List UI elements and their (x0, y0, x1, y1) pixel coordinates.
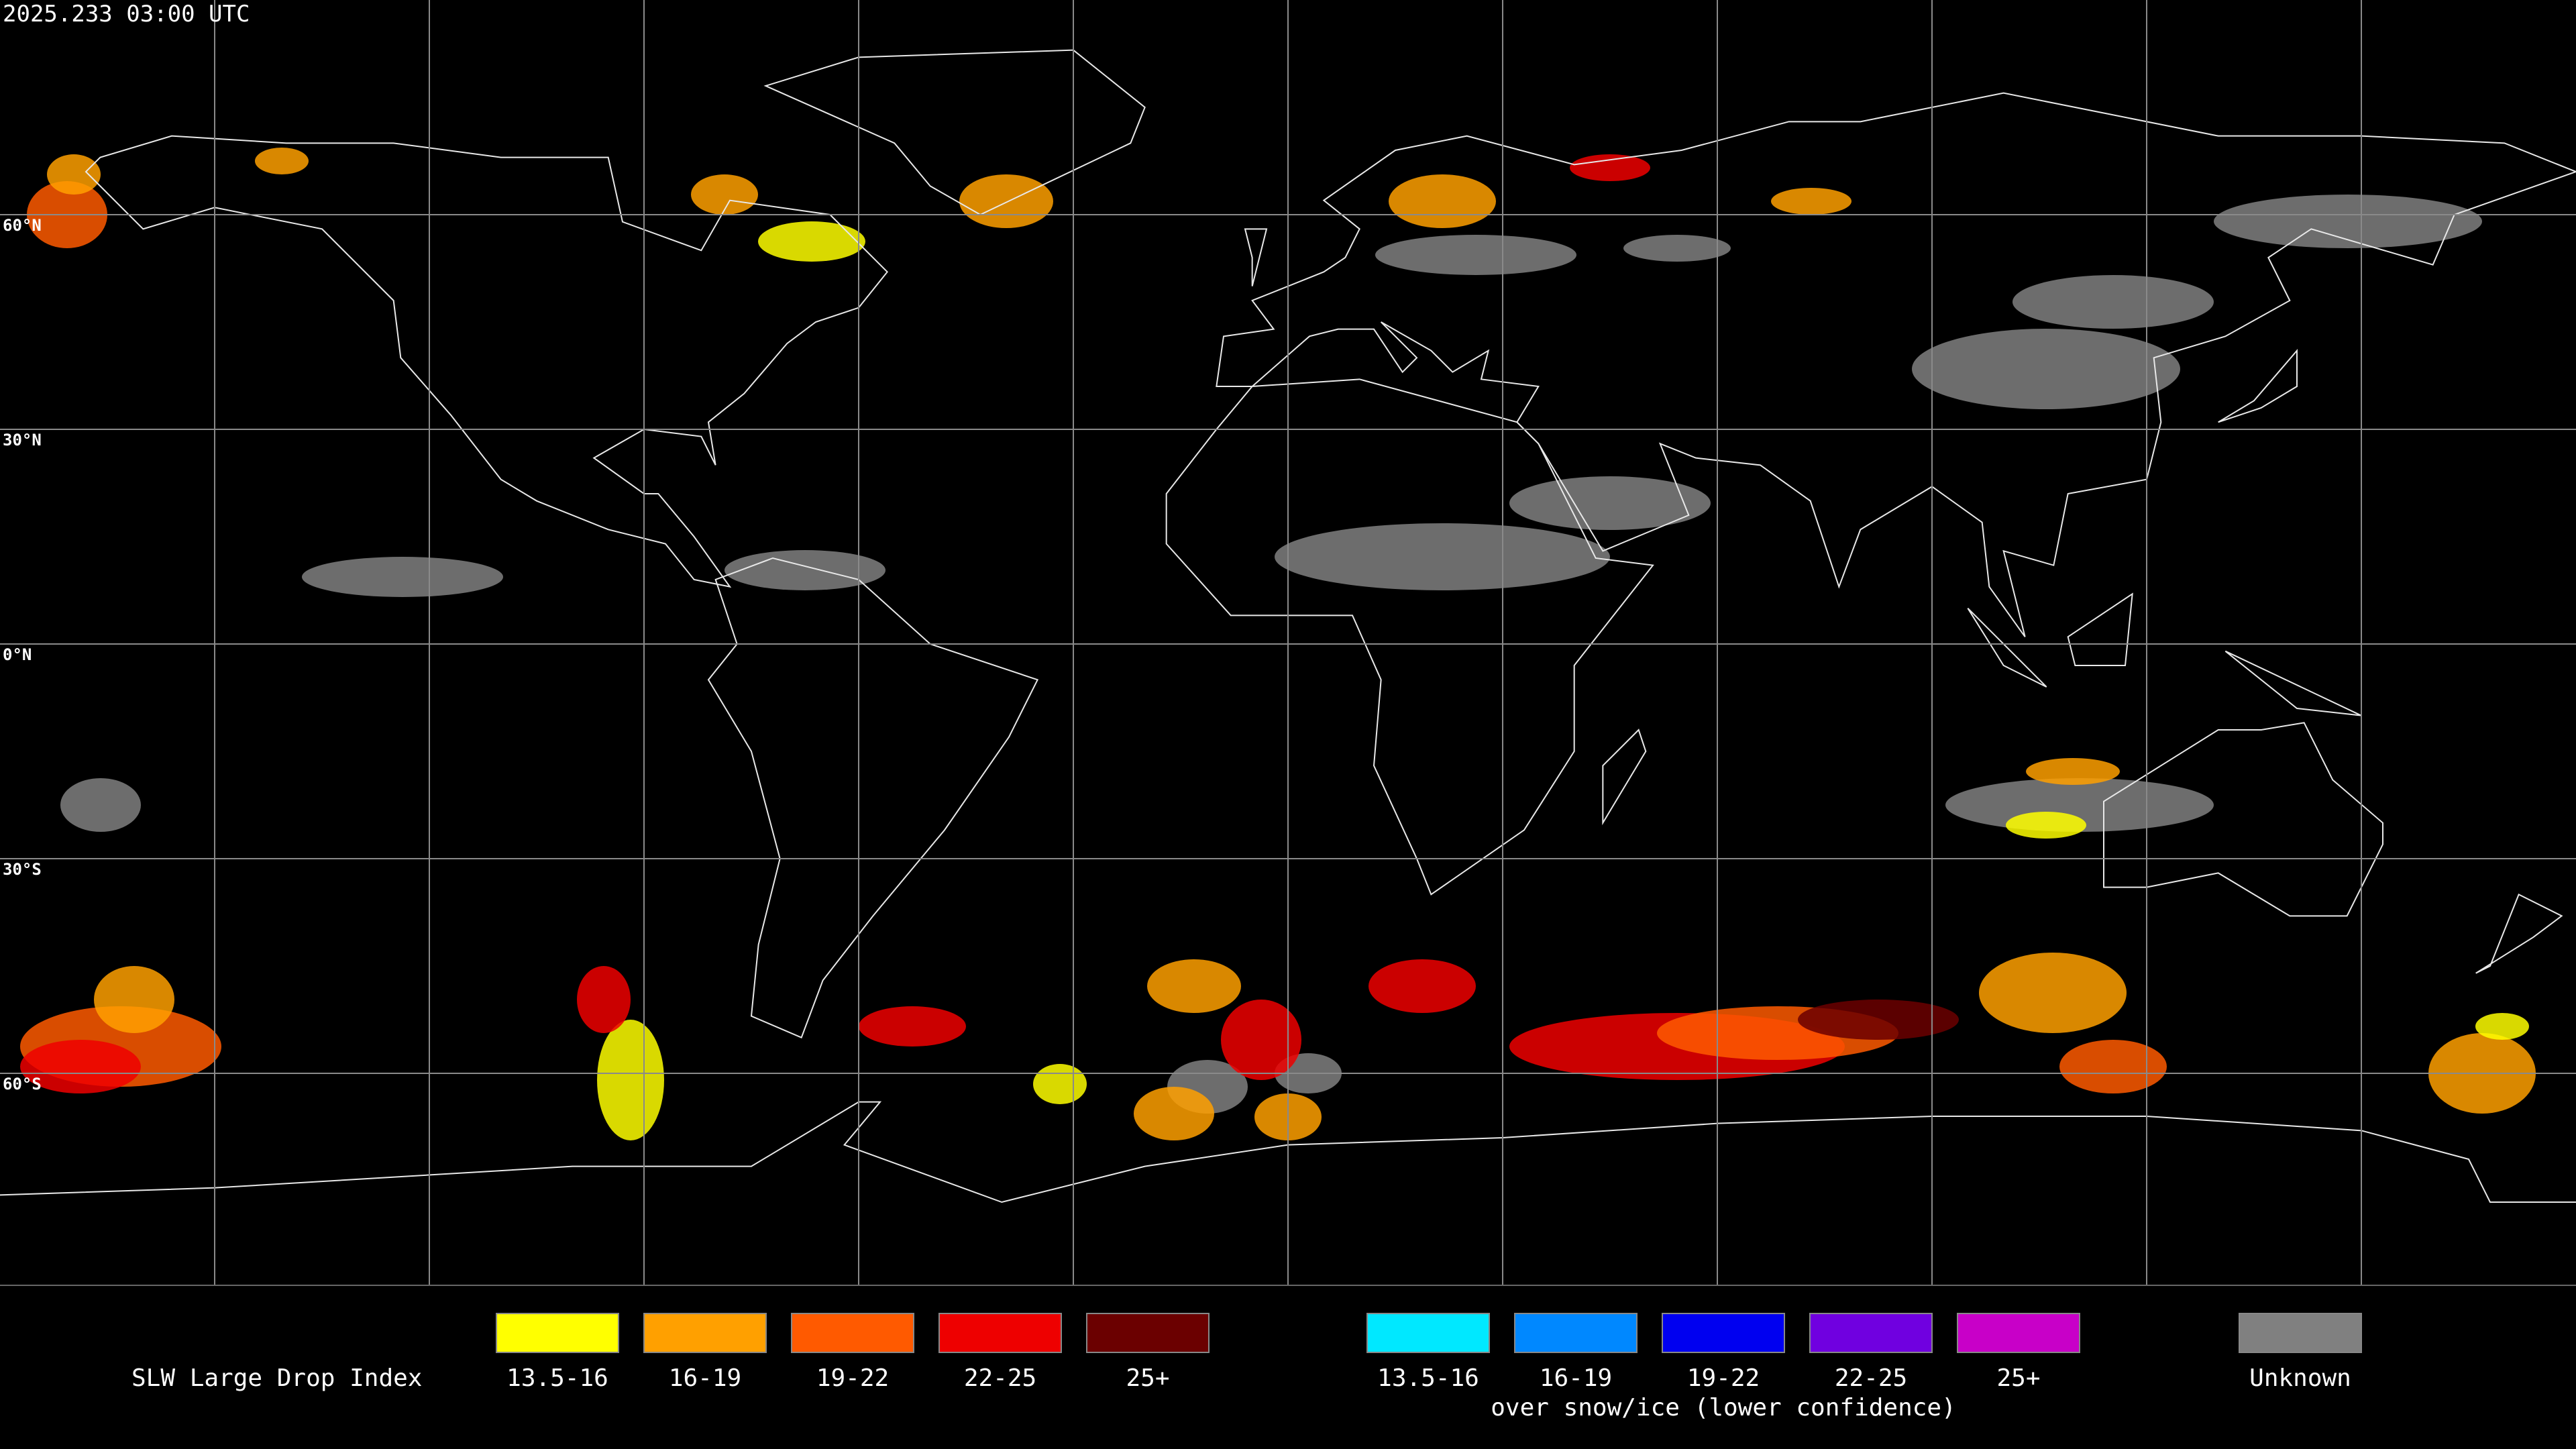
legend-swatch (1366, 1313, 1490, 1353)
legend-label: Unknown (2249, 1364, 2351, 1392)
legend-label: 19-22 (816, 1364, 889, 1392)
legend-label: 22-25 (1835, 1364, 1907, 1392)
graticule (0, 0, 2576, 1286)
legend-swatch (1514, 1313, 1638, 1353)
legend-swatch (1662, 1313, 1785, 1353)
legend-label: 13.5-16 (506, 1364, 608, 1392)
legend-label: 25+ (1996, 1364, 2040, 1392)
legend-label: 13.5-16 (1377, 1364, 1479, 1392)
latitude-label: 60°N (3, 216, 42, 235)
legend-swatch (2239, 1313, 2362, 1353)
legend-swatch (1809, 1313, 1933, 1353)
latitude-label: 0°N (3, 645, 32, 664)
latitude-label: 30°S (3, 860, 42, 879)
legend-swatch (1086, 1313, 1210, 1353)
legend: SLW Large Drop Index over snow/ice (lowe… (131, 1313, 2362, 1421)
coastlines (0, 50, 2576, 1202)
legend-label: 16-19 (669, 1364, 741, 1392)
legend-title: SLW Large Drop Index (131, 1364, 422, 1392)
legend-label: 25+ (1126, 1364, 1169, 1392)
legend-swatch (496, 1313, 619, 1353)
legend-label: 22-25 (964, 1364, 1036, 1392)
legend-swatch (791, 1313, 914, 1353)
latitude-label: 30°N (3, 431, 42, 449)
legend-note: over snow/ice (lower confidence) (1491, 1394, 1956, 1421)
timestamp: 2025.233 03:00 UTC (3, 1, 250, 28)
legend-swatch (938, 1313, 1062, 1353)
latitude-labels: 60°N 30°N 0°N 30°S 60°S (3, 216, 42, 1093)
latitude-label: 60°S (3, 1075, 42, 1093)
legend-swatch (643, 1313, 767, 1353)
legend-label: 16-19 (1540, 1364, 1612, 1392)
legend-label: 19-22 (1687, 1364, 1760, 1392)
legend-swatch (1957, 1313, 2080, 1353)
